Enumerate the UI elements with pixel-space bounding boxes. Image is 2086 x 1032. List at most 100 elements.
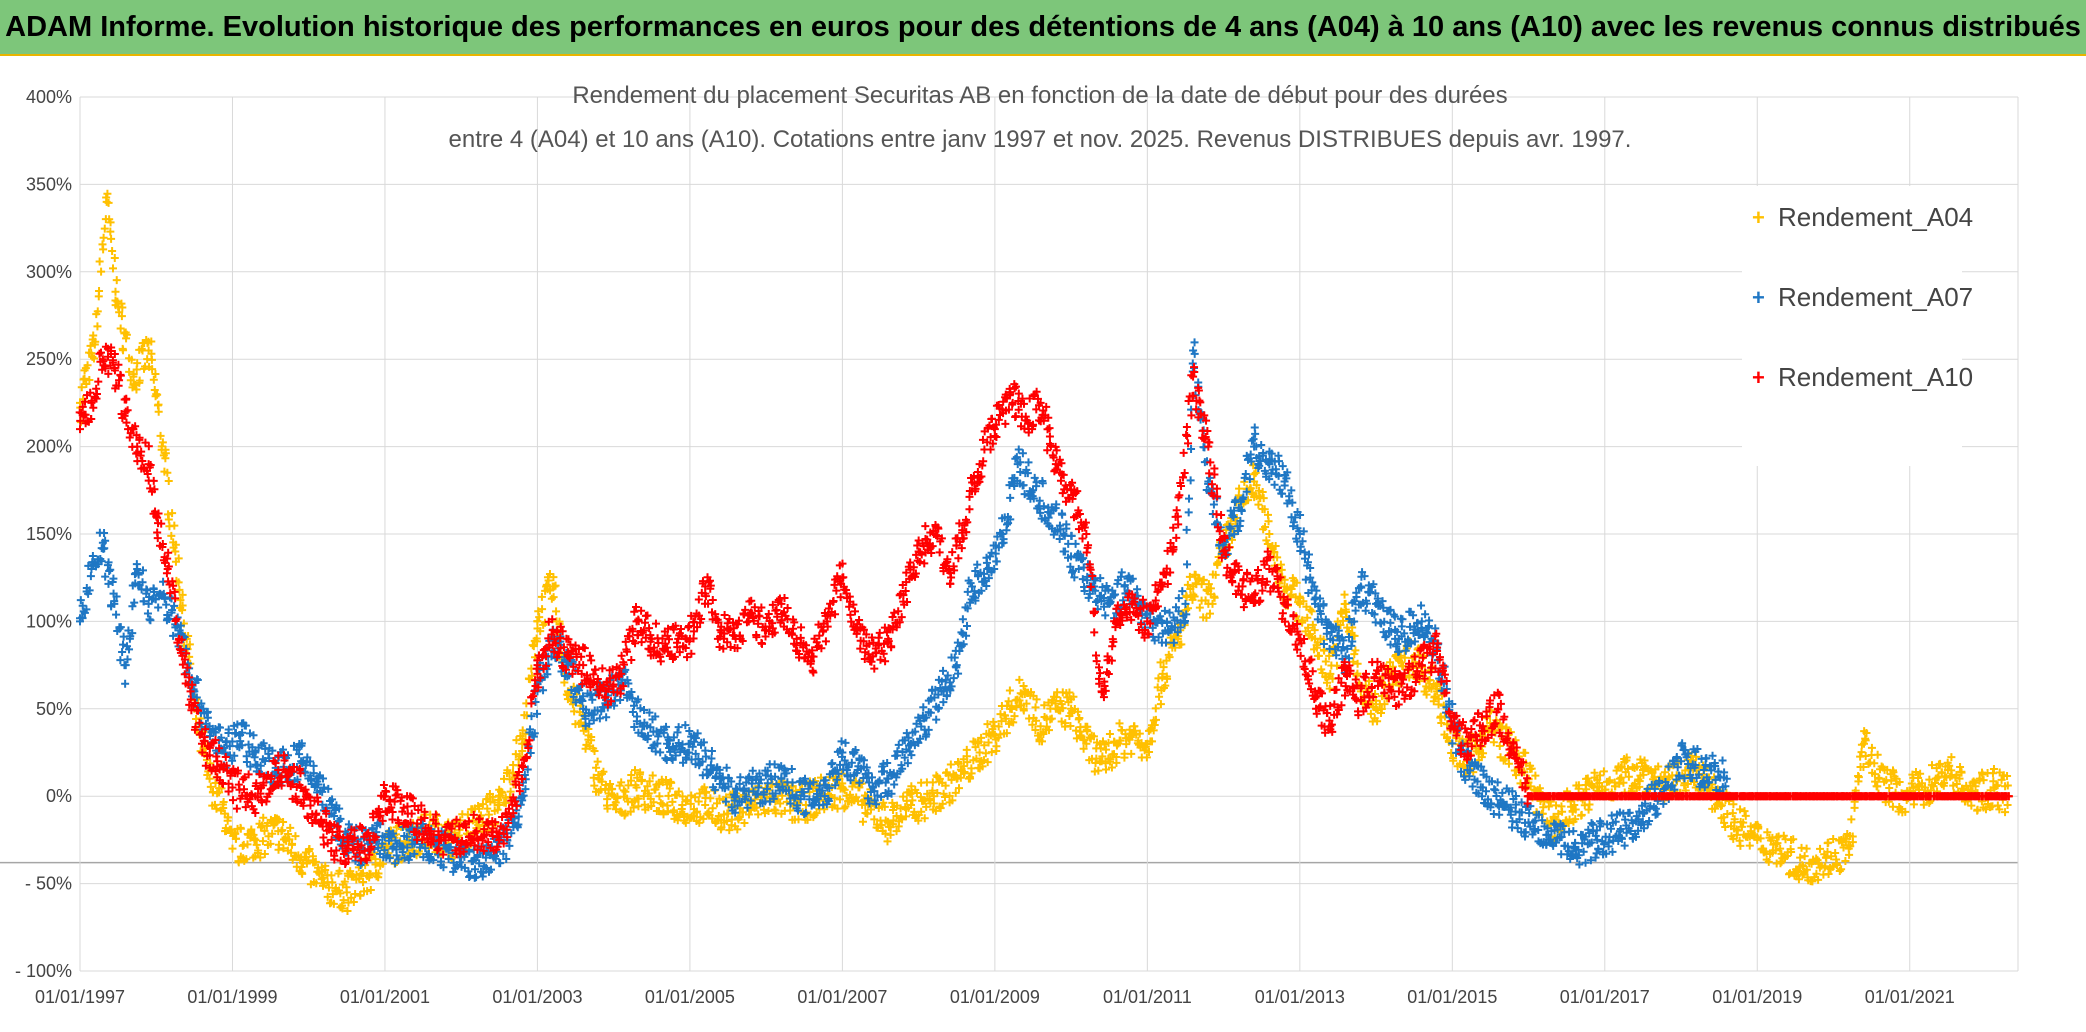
data-point xyxy=(216,723,225,732)
data-point xyxy=(1273,553,1282,562)
data-point xyxy=(527,671,536,680)
data-point xyxy=(167,531,176,540)
data-point xyxy=(260,826,269,835)
data-point xyxy=(1956,762,1965,771)
data-point xyxy=(1718,756,1727,765)
data-point xyxy=(886,830,895,839)
data-point xyxy=(892,827,901,836)
data-point xyxy=(603,795,612,804)
data-point xyxy=(338,901,347,910)
data-point xyxy=(983,720,992,729)
data-point xyxy=(1857,748,1866,757)
data-point xyxy=(100,529,109,538)
data-point xyxy=(1257,441,1266,450)
data-point xyxy=(658,800,667,809)
data-point xyxy=(1084,593,1093,602)
data-point xyxy=(488,792,497,801)
data-point xyxy=(1847,815,1856,824)
data-point xyxy=(105,566,114,575)
data-point xyxy=(1040,701,1049,710)
data-point xyxy=(888,798,897,807)
data-point xyxy=(340,877,349,886)
data-point xyxy=(668,808,677,817)
data-points xyxy=(75,189,2013,916)
data-point xyxy=(1112,758,1121,767)
data-point xyxy=(1204,580,1213,589)
data-point xyxy=(929,799,938,808)
data-point xyxy=(1038,737,1046,746)
data-point xyxy=(83,361,92,370)
data-point xyxy=(154,603,163,612)
data-point xyxy=(284,830,293,839)
data-point xyxy=(93,322,102,331)
data-point xyxy=(1298,616,1307,625)
data-point xyxy=(229,796,238,805)
data-point xyxy=(695,818,704,827)
data-point xyxy=(221,827,230,836)
data-point xyxy=(259,813,268,822)
data-point xyxy=(108,246,117,255)
data-point xyxy=(1491,786,1500,795)
data-point xyxy=(1032,695,1041,704)
data-point xyxy=(1495,742,1504,751)
data-point xyxy=(111,287,120,296)
data-point xyxy=(258,837,267,846)
data-point xyxy=(319,840,328,849)
data-point xyxy=(919,703,928,712)
data-point xyxy=(1071,539,1080,548)
data-point xyxy=(1307,607,1316,616)
data-point xyxy=(1764,857,1773,866)
data-point xyxy=(1740,807,1749,816)
data-point xyxy=(962,745,971,754)
data-point xyxy=(359,878,368,887)
data-point xyxy=(1732,830,1741,839)
data-point xyxy=(1979,776,1988,785)
data-point xyxy=(1802,844,1811,853)
data-point xyxy=(106,218,115,227)
data-point-Rendement_A04 xyxy=(228,844,237,853)
data-point xyxy=(1800,852,1809,861)
data-point xyxy=(1531,771,1540,780)
data-point xyxy=(512,736,521,745)
data-point xyxy=(158,438,167,447)
data-point xyxy=(1258,488,1267,497)
data-point xyxy=(592,763,601,772)
data-point xyxy=(1069,692,1078,701)
data-point xyxy=(1625,808,1634,817)
data-point xyxy=(1398,615,1407,624)
data-point xyxy=(967,764,976,773)
data-point xyxy=(149,476,158,485)
data-point xyxy=(645,777,654,786)
data-point xyxy=(118,647,127,656)
data-point xyxy=(1654,762,1663,771)
data-point xyxy=(329,899,338,908)
data-point xyxy=(931,806,940,815)
data-point xyxy=(1442,720,1451,729)
data-point xyxy=(324,883,333,892)
data-point xyxy=(162,600,171,609)
data-point xyxy=(1590,768,1599,777)
data-point xyxy=(1683,779,1692,788)
data-point xyxy=(854,797,863,806)
data-point xyxy=(1816,844,1825,853)
data-point xyxy=(590,781,599,790)
data-point xyxy=(1422,690,1431,699)
data-point xyxy=(278,826,287,835)
data-point xyxy=(1611,782,1620,791)
data-point xyxy=(992,557,1001,566)
data-point xyxy=(537,592,546,601)
data-point xyxy=(1527,764,1536,773)
data-point xyxy=(1006,493,1015,502)
data-point xyxy=(966,774,975,783)
data-point xyxy=(343,907,352,916)
data-point xyxy=(606,780,615,789)
series-Rendement_A04 xyxy=(76,189,2013,916)
data-point xyxy=(116,656,125,665)
data-point xyxy=(1067,531,1076,540)
data-point xyxy=(1558,807,1567,816)
data-point xyxy=(1032,716,1041,725)
data-point xyxy=(1571,815,1580,824)
data-point xyxy=(1314,651,1323,660)
data-point xyxy=(1159,663,1168,672)
data-point xyxy=(119,346,128,355)
